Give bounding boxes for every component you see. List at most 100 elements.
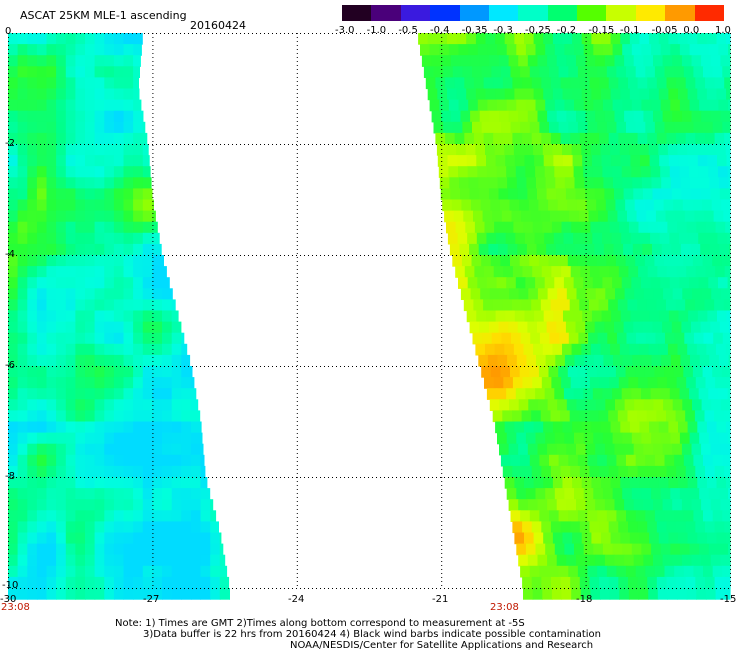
wind-cell [727, 277, 731, 289]
wind-cell [463, 210, 474, 223]
wind-cell [36, 521, 48, 534]
wind-cell [190, 499, 202, 511]
wind-cell [562, 88, 573, 101]
wind-cell [661, 243, 672, 256]
wind-cell [85, 121, 96, 134]
wind-cell [36, 410, 48, 423]
wind-cell [560, 465, 571, 478]
wind-cell [724, 77, 731, 90]
wind-cell [36, 288, 48, 300]
wind-cell [27, 232, 38, 245]
wind-cell [601, 33, 612, 45]
wind-cell [210, 543, 221, 556]
wind-cell [674, 121, 685, 134]
wind-cell [535, 388, 546, 400]
wind-cell [481, 121, 492, 134]
wind-cell [574, 177, 585, 189]
wind-cell [615, 288, 626, 300]
wind-cell [554, 543, 565, 556]
wind-cell [17, 188, 28, 201]
wind-cell [548, 199, 559, 212]
wind-cell [604, 554, 616, 567]
wind-cell [75, 321, 86, 334]
wind-cell [595, 399, 606, 411]
wind-cell [647, 377, 658, 389]
wind-cell [8, 388, 19, 400]
wind-cell [17, 232, 28, 245]
wind-cell [27, 99, 38, 112]
wind-cell [616, 454, 627, 467]
wind-cell [561, 588, 572, 600]
wind-cell [133, 421, 144, 434]
wind-cell [123, 499, 134, 511]
wind-cell [695, 576, 706, 589]
wind-cell [480, 199, 491, 212]
wind-cell [104, 543, 115, 556]
wind-cell [612, 166, 623, 178]
wind-cell [477, 166, 488, 178]
wind-cell [637, 576, 648, 589]
wind-cell [36, 510, 48, 522]
wind-cell [56, 343, 67, 356]
wind-cell [123, 77, 134, 90]
wind-cell [142, 266, 153, 278]
wind-cell [461, 199, 472, 212]
wind-cell [672, 499, 683, 511]
wind-cell [162, 554, 173, 567]
wind-cell [683, 255, 694, 267]
wind-cell [94, 243, 105, 256]
wind-cell [200, 521, 211, 534]
wind-cell [200, 543, 211, 556]
wind-cell [65, 465, 76, 478]
wind-cell [658, 88, 669, 101]
wind-cell [113, 210, 125, 223]
wind-cell [133, 155, 144, 167]
wind-cell [579, 132, 590, 145]
wind-cell [689, 166, 700, 178]
wind-cell [632, 354, 643, 367]
wind-cell [686, 377, 697, 389]
wind-cell [616, 565, 627, 578]
wind-cell [531, 77, 542, 90]
wind-cell [656, 521, 667, 534]
wind-cell [693, 66, 704, 78]
wind-cell [75, 488, 86, 500]
wind-cell [575, 321, 586, 334]
wind-cell [639, 88, 650, 101]
wind-cell [602, 166, 613, 178]
wind-cell [654, 255, 665, 267]
wind-cell [527, 55, 538, 67]
wind-cell [104, 377, 115, 389]
wind-cell [190, 454, 202, 467]
wind-cell [458, 166, 469, 178]
wind-cell [529, 565, 540, 578]
wind-cell [65, 421, 76, 434]
wind-cell [560, 132, 571, 145]
wind-cell [554, 44, 565, 56]
wind-cell [94, 232, 105, 245]
wind-cell [708, 99, 719, 112]
wind-cell [85, 44, 96, 56]
wind-cell [485, 343, 496, 356]
wind-cell [691, 188, 702, 201]
wind-cell [190, 465, 202, 478]
wind-cell [483, 77, 494, 90]
colorbar-label: -0.2 [556, 25, 577, 36]
wind-cell [229, 588, 230, 600]
wind-cell [123, 232, 134, 245]
wind-cell [94, 177, 105, 189]
wind-cell [606, 255, 617, 267]
wind-cell [542, 144, 553, 156]
wind-cell [423, 66, 435, 78]
wind-cell [36, 354, 48, 367]
wind-cell [8, 354, 19, 367]
wind-cell [676, 377, 687, 389]
wind-cell [725, 588, 731, 600]
wind-cell [219, 554, 226, 567]
wind-cell [123, 343, 134, 356]
wind-cell [695, 77, 706, 90]
wind-cell [547, 288, 558, 300]
wind-cell [541, 576, 552, 589]
wind-cell [8, 565, 19, 578]
wind-cell [505, 232, 516, 245]
